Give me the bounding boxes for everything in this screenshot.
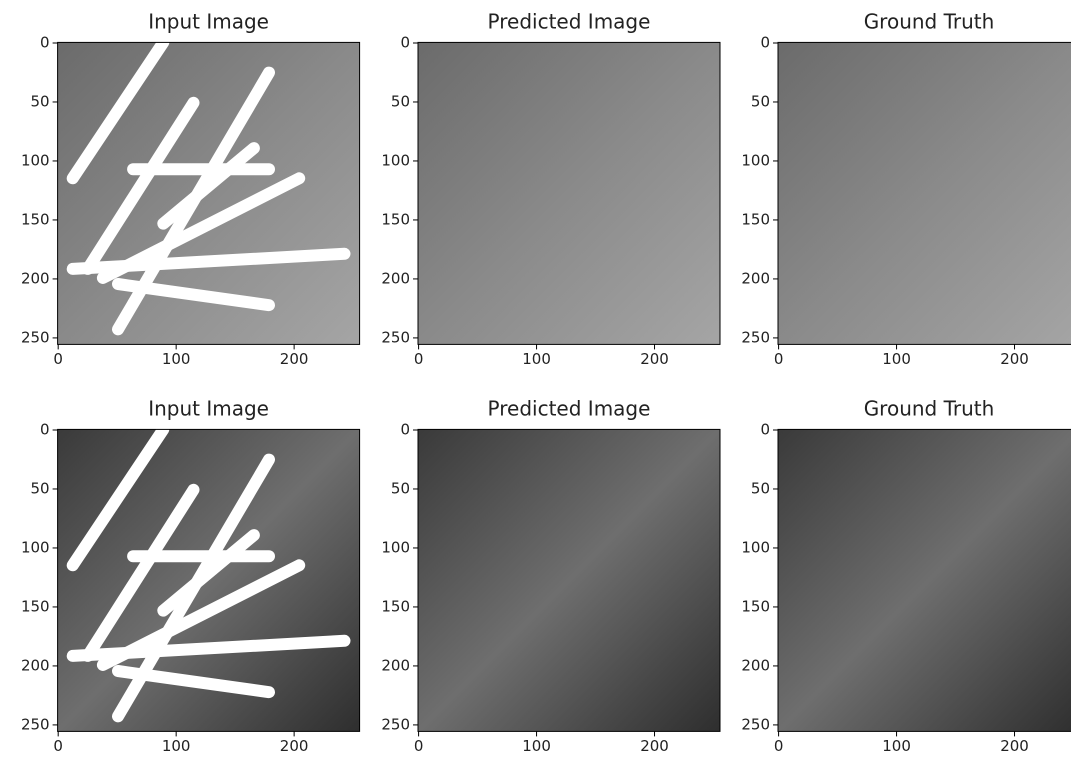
y-tick-label: 150: [741, 210, 770, 228]
y-tick-label: 100: [741, 151, 770, 169]
y-tick-label: 50: [751, 479, 770, 497]
y-tick-label: 250: [21, 715, 50, 733]
y-tick-label: 150: [381, 210, 410, 228]
y-tick-label: 250: [741, 715, 770, 733]
y-tick-label: 0: [40, 33, 50, 51]
image: [778, 42, 1071, 344]
y-tick-label: 50: [31, 92, 50, 110]
y-tick-label: 200: [381, 269, 410, 287]
figure: Input Image 0 100 200 0 50 100 150 200 250 Predict…: [0, 0, 1071, 758]
y-tick-label: 250: [741, 328, 770, 346]
panel-title: Predicted Image: [488, 396, 651, 420]
y-tick-label: 200: [21, 656, 50, 674]
panel-title: Ground Truth: [864, 9, 995, 33]
y-tick-label: 50: [751, 92, 770, 110]
y-tick-label: 150: [21, 210, 50, 228]
panel-title: Input Image: [148, 9, 269, 33]
y-tick-label: 100: [21, 538, 50, 556]
x-tick-label: 100: [522, 737, 551, 755]
x-tick-label: 0: [774, 737, 784, 755]
y-tick-label: 0: [40, 420, 50, 438]
y-tick-label: 150: [381, 597, 410, 615]
x-tick-label: 100: [162, 737, 191, 755]
y-tick-label: 150: [21, 597, 50, 615]
x-tick-label: 0: [414, 350, 424, 368]
x-tick-label: 200: [640, 350, 669, 368]
y-tick-label: 250: [21, 328, 50, 346]
y-tick-label: 200: [741, 656, 770, 674]
image: [418, 429, 720, 731]
y-tick-label: 0: [760, 33, 770, 51]
image: [778, 429, 1071, 731]
y-tick-label: 100: [381, 538, 410, 556]
y-tick-label: 200: [381, 656, 410, 674]
y-tick-label: 100: [381, 151, 410, 169]
x-tick-label: 100: [162, 350, 191, 368]
x-tick-label: 0: [53, 350, 63, 368]
y-tick-label: 250: [381, 328, 410, 346]
y-tick-label: 0: [400, 33, 410, 51]
x-tick-label: 0: [414, 737, 424, 755]
y-tick-label: 50: [391, 92, 410, 110]
y-tick-label: 200: [741, 269, 770, 287]
y-tick-label: 200: [21, 269, 50, 287]
x-tick-label: 200: [280, 737, 309, 755]
y-tick-label: 100: [21, 151, 50, 169]
x-tick-label: 100: [882, 350, 911, 368]
y-tick-label: 0: [400, 420, 410, 438]
panel-title: Input Image: [148, 396, 269, 420]
x-tick-label: 0: [53, 737, 63, 755]
x-tick-label: 100: [522, 350, 551, 368]
y-tick-label: 0: [760, 420, 770, 438]
x-tick-label: 0: [774, 350, 784, 368]
x-tick-label: 200: [640, 737, 669, 755]
panel-title: Ground Truth: [864, 396, 995, 420]
x-tick-label: 100: [882, 737, 911, 755]
y-tick-label: 250: [381, 715, 410, 733]
image: [418, 42, 720, 344]
y-tick-label: 100: [741, 538, 770, 556]
x-tick-label: 200: [1000, 350, 1029, 368]
x-tick-label: 200: [1000, 737, 1029, 755]
y-tick-label: 50: [31, 479, 50, 497]
y-tick-label: 150: [741, 597, 770, 615]
panel-title: Predicted Image: [488, 9, 651, 33]
x-tick-label: 200: [280, 350, 309, 368]
y-tick-label: 50: [391, 479, 410, 497]
